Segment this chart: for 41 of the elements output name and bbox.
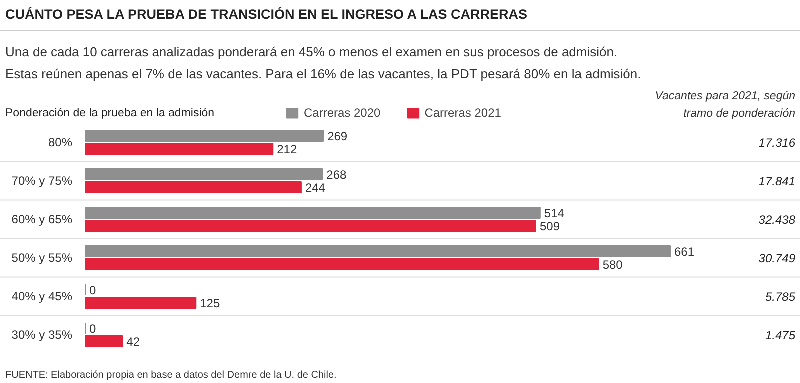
- bar: [85, 168, 324, 180]
- legend-label: Carreras 2020: [304, 106, 381, 120]
- bar: [85, 246, 671, 258]
- y-tick-label: 70% y 75%: [12, 174, 73, 188]
- chart-subtitle: Una de cada 10 carreras analizadas ponderará en 45% o menos el examen en sus procesos de admisión. Estas reúnen apenas el 7% de las vacantes. Para el 16% de las vacantes, la PDT pesará 80% en la admisión.: [6, 44, 642, 82]
- y-tick-label: 40% y 45%: [12, 290, 73, 304]
- y-tick-label: 50% y 55%: [12, 251, 73, 265]
- text: 30.749: [758, 252, 796, 266]
- data-label: 125: [200, 296, 220, 310]
- y-tick-label: 80%: [48, 136, 73, 150]
- bar: [85, 143, 274, 155]
- text: 17.841: [758, 174, 796, 188]
- data-label: 42: [126, 335, 140, 349]
- text: 17.316: [758, 136, 796, 150]
- bar: [85, 258, 600, 270]
- bar: [85, 207, 541, 219]
- data-label: 514: [544, 206, 565, 220]
- data-label: 509: [540, 220, 560, 234]
- data-label: 269: [328, 130, 348, 144]
- bar: [85, 220, 536, 232]
- data-label: 244: [305, 181, 326, 195]
- bar: [85, 336, 124, 348]
- data-label: 580: [602, 258, 624, 272]
- y-axis-title: Ponderación de la prueba en la admisión: [6, 108, 215, 120]
- data-label: 0: [90, 284, 96, 298]
- text: 32.438: [758, 213, 796, 227]
- chart-title: CUÁNTO PESA LA PRUEBA DE TRANSICIÓN EN EL INGRESO A LAS CARRERAS: [6, 7, 528, 22]
- data-label: 268: [326, 168, 348, 182]
- legend-label: Carreras 2021: [424, 106, 502, 120]
- y-tick-label: 30% y 35%: [12, 328, 73, 342]
- bar: [85, 182, 302, 194]
- text: 1.475: [765, 328, 796, 342]
- data-label: 661: [674, 245, 695, 259]
- data-label: 0: [90, 322, 96, 336]
- source-note: FUENTE: Elaboración propia en base a datos del Demre de la U. de Chile.: [6, 370, 337, 381]
- text: Vacantes para 2021, según tramo de ponderación: [655, 90, 796, 120]
- y-tick-label: 60% y 65%: [12, 212, 73, 226]
- data-label: 212: [277, 142, 298, 156]
- text: 5.785: [765, 290, 796, 304]
- bar: [85, 130, 324, 142]
- bar: [85, 297, 197, 309]
